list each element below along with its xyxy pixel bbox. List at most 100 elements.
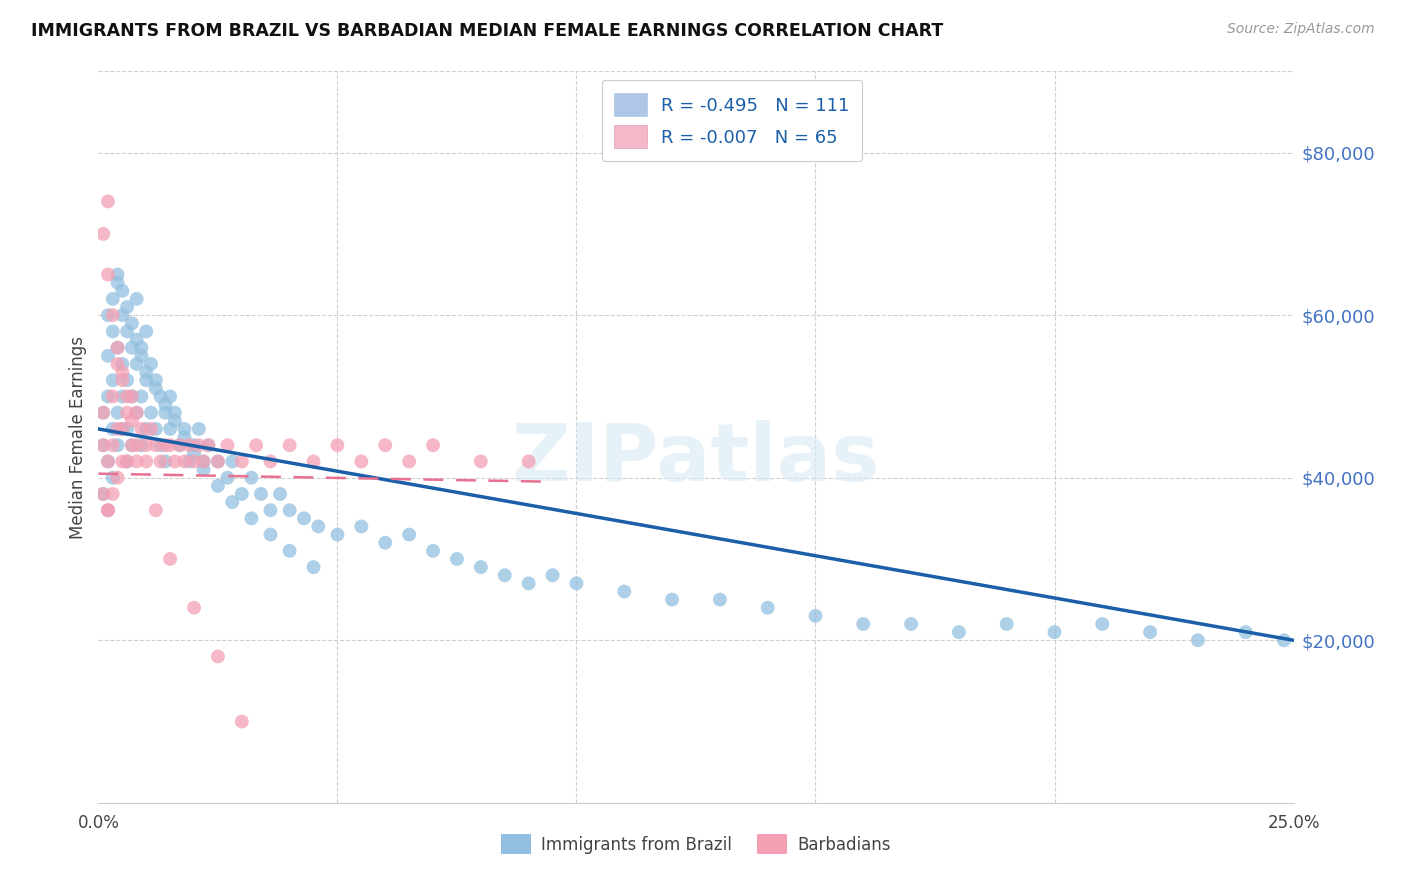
Point [278,438,301,452]
Point [350,454,373,468]
Point [183,446,205,460]
Point [91,487,114,501]
Point [269,487,291,501]
Point [145,422,167,436]
Point [231,454,253,468]
Point [187,438,209,452]
Point [111,454,134,468]
Point [163,414,186,428]
Point [131,341,153,355]
Point [173,422,195,436]
Point [446,552,468,566]
Point [131,349,153,363]
Point [145,438,167,452]
Point [125,292,148,306]
Point [240,471,263,485]
Point [107,471,129,485]
Point [259,503,281,517]
Point [302,454,325,468]
Text: IMMIGRANTS FROM BRAZIL VS BARBADIAN MEDIAN FEMALE EARNINGS CORRELATION CHART: IMMIGRANTS FROM BRAZIL VS BARBADIAN MEDI… [31,22,943,40]
Point [292,511,315,525]
Point [111,357,134,371]
Point [97,194,120,209]
Point [91,406,114,420]
Point [948,625,970,640]
Point [159,438,181,452]
Point [517,576,540,591]
Point [125,357,148,371]
Point [183,600,205,615]
Point [149,454,172,468]
Point [494,568,516,582]
Point [374,535,396,549]
Point [197,438,219,452]
Point [307,519,329,533]
Point [115,325,138,339]
Point [111,284,134,298]
Point [221,495,243,509]
Point [804,608,827,623]
Point [709,592,731,607]
Point [97,268,120,282]
Point [121,414,143,428]
Text: Source: ZipAtlas.com: Source: ZipAtlas.com [1227,22,1375,37]
Point [197,438,219,452]
Point [250,487,273,501]
Point [398,454,420,468]
Point [135,325,157,339]
Point [398,527,420,541]
Point [115,373,138,387]
Point [115,300,138,314]
Y-axis label: Median Female Earnings: Median Female Earnings [69,335,87,539]
Point [115,454,138,468]
Point [145,373,167,387]
Point [139,422,162,436]
Point [107,276,129,290]
Point [155,438,177,452]
Point [159,389,181,403]
Point [115,422,138,436]
Point [121,389,143,403]
Point [155,406,177,420]
Point [135,365,157,379]
Point [111,422,134,436]
Point [179,438,201,452]
Point [97,454,120,468]
Point [131,438,153,452]
Point [115,454,138,468]
Point [107,268,129,282]
Point [259,527,281,541]
Point [193,462,215,476]
Point [121,438,143,452]
Point [374,438,396,452]
Point [900,617,922,632]
Point [163,454,186,468]
Point [97,503,120,517]
Point [125,454,148,468]
Point [91,487,114,501]
Point [101,292,124,306]
Point [149,438,172,452]
Point [131,389,153,403]
Point [565,576,588,591]
Point [97,503,120,517]
Point [107,422,129,436]
Point [470,454,492,468]
Point [1139,625,1161,640]
Point [1272,633,1295,648]
Point [145,503,167,517]
Point [278,503,301,517]
Point [101,487,124,501]
Point [145,381,167,395]
Point [661,592,683,607]
Point [107,438,129,452]
Point [173,430,195,444]
Point [231,714,253,729]
Point [231,487,253,501]
Point [302,560,325,574]
Point [207,649,229,664]
Point [139,406,162,420]
Point [91,438,114,452]
Point [121,389,143,403]
Point [111,365,134,379]
